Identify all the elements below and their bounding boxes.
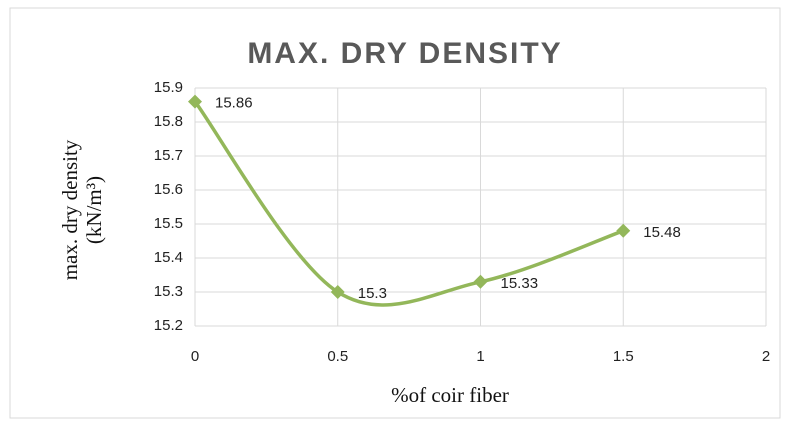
y-tick-label: 15.9 xyxy=(154,79,183,96)
marker xyxy=(616,223,631,238)
y-axis-label-line: (kN/m³) xyxy=(82,176,106,244)
marker xyxy=(330,285,345,299)
y-tick-label: 15.7 xyxy=(154,147,183,164)
y-axis-label-line: max. dry density xyxy=(58,139,82,280)
x-tick-label: 1.5 xyxy=(613,348,634,365)
y-tick-label: 15.5 xyxy=(154,215,183,232)
y-tick-label: 15.2 xyxy=(154,317,183,334)
x-tick-label: 2 xyxy=(762,348,770,365)
data-label: 15.33 xyxy=(501,275,539,292)
y-tick-label: 15.3 xyxy=(154,283,183,300)
data-label: 15.3 xyxy=(358,285,387,302)
x-axis-label: %of coir fiber xyxy=(391,383,509,407)
data-label: 15.86 xyxy=(215,95,253,112)
marker xyxy=(473,274,488,289)
y-tick-label: 15.4 xyxy=(154,249,183,266)
x-tick-label: 0.5 xyxy=(327,348,348,365)
data-label: 15.48 xyxy=(643,224,681,241)
line xyxy=(193,100,624,307)
chart-frame xyxy=(9,7,781,419)
chart-title: MAX. DRY DENSITY xyxy=(247,37,562,70)
y-tick-label: 15.8 xyxy=(154,113,183,130)
y-tick-label: 15.6 xyxy=(154,181,183,198)
x-tick-label: 1 xyxy=(476,348,484,365)
y-axis-label: max. dry density (kN/m³) xyxy=(58,139,106,280)
x-tick-label: 0 xyxy=(191,348,199,365)
marker xyxy=(188,94,202,109)
